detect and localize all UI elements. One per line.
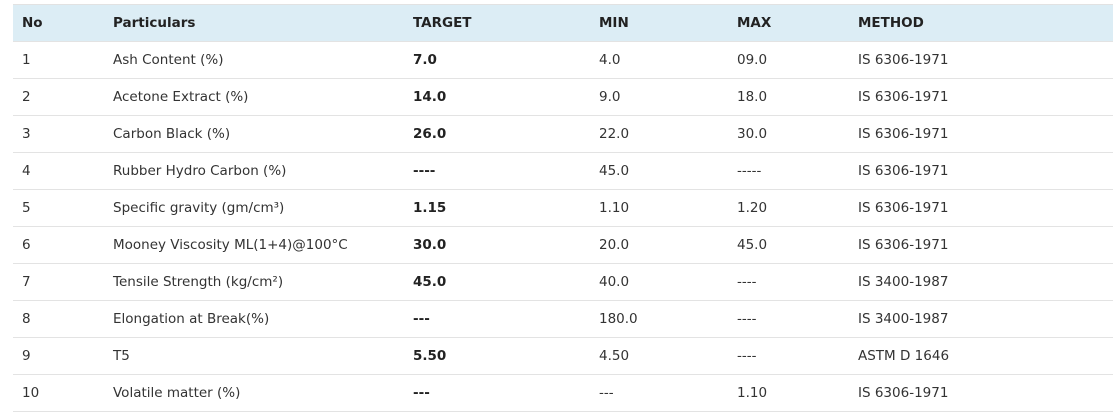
table-cell: ---- (728, 300, 849, 338)
table-cell: IS 3400-1987 (849, 300, 1113, 338)
table-cell: --- (404, 300, 590, 338)
table-row: 3 Carbon Black (%) 26.0 22.0 30.0 IS 6306-197… (13, 115, 1113, 153)
table-cell: IS 6306-1971 (849, 152, 1113, 190)
table-cell: IS 6306-1971 (849, 78, 1113, 116)
header-cell: METHOD (849, 5, 1113, 42)
header-cell: TARGET (404, 5, 590, 42)
table-cell: 09.0 (728, 41, 849, 79)
table-cell: 8 (13, 300, 104, 338)
table-row: 9 T5 5.50 4.50 ---- ASTM D 1646 (13, 337, 1113, 375)
table-row: 1 Ash Content (%) 7.0 4.0 09.0 IS 6306-1971 (13, 41, 1113, 79)
table-cell: 45.0 (728, 226, 849, 264)
table-cell: IS 3400-1987 (849, 263, 1113, 301)
table-cell: 20.0 (590, 226, 728, 264)
table-row: 6 Mooney Viscosity ML(1+4)@100°C 30.0 20.0 4… (13, 226, 1113, 264)
table-cell: 30.0 (404, 226, 590, 264)
header-row: No Particulars TARGET MIN MAX METHOD (13, 5, 1113, 42)
table-cell: IS 6306-1971 (849, 226, 1113, 264)
table-cell: T5 (104, 337, 404, 375)
table-row: 5 Specific gravity (gm/cm³) 1.15 1.10 1.20 IS… (13, 189, 1113, 227)
table-cell: Mooney Viscosity ML(1+4)@100°C (104, 226, 404, 264)
table-cell: 40.0 (590, 263, 728, 301)
table-cell: --- (404, 374, 590, 412)
table-cell: 1.15 (404, 189, 590, 227)
table-cell: Volatile matter (%) (104, 374, 404, 412)
table-cell: IS 6306-1971 (849, 41, 1113, 79)
header-cell: No (13, 5, 104, 42)
table-cell: 5 (13, 189, 104, 227)
table-cell: 5.50 (404, 337, 590, 375)
header-cell: MAX (728, 5, 849, 42)
table-cell: 14.0 (404, 78, 590, 116)
table-cell: 4 (13, 152, 104, 190)
spec-table: No Particulars TARGET MIN MAX METHOD 1 Ash Con… (13, 5, 1113, 412)
table-cell: 22.0 (590, 115, 728, 153)
table-cell: 2 (13, 78, 104, 116)
table-cell: Carbon Black (%) (104, 115, 404, 153)
table-cell: Tensile Strength (kg/cm²) (104, 263, 404, 301)
table-cell: 45.0 (404, 263, 590, 301)
table-cell: IS 6306-1971 (849, 115, 1113, 153)
table-cell: IS 6306-1971 (849, 189, 1113, 227)
table-cell: --- (590, 374, 728, 412)
header-cell: Particulars (104, 5, 404, 42)
table-cell: 18.0 (728, 78, 849, 116)
table-cell: 1.20 (728, 189, 849, 227)
table-cell: 45.0 (590, 152, 728, 190)
table-cell: 4.50 (590, 337, 728, 375)
table-cell: 1.10 (728, 374, 849, 412)
table-cell: IS 6306-1971 (849, 374, 1113, 412)
table-row: 8 Elongation at Break(%) --- 180.0 ---- IS 34… (13, 300, 1113, 338)
table-cell: 7.0 (404, 41, 590, 79)
table-cell: 3 (13, 115, 104, 153)
table-cell: 7 (13, 263, 104, 301)
table-cell: ---- (728, 337, 849, 375)
table-cell: 9.0 (590, 78, 728, 116)
table-row: 4 Rubber Hydro Carbon (%) ---- 45.0 ----- IS … (13, 152, 1113, 190)
table-cell: Acetone Extract (%) (104, 78, 404, 116)
table-cell: 30.0 (728, 115, 849, 153)
header-cell: MIN (590, 5, 728, 42)
table-cell: Specific gravity (gm/cm³) (104, 189, 404, 227)
table-cell: ---- (728, 263, 849, 301)
table-body: 1 Ash Content (%) 7.0 4.0 09.0 IS 6306-1971 2 A… (13, 41, 1113, 412)
table-row: 10 Volatile matter (%) --- --- 1.10 IS 6306-1… (13, 374, 1113, 412)
table-cell: 26.0 (404, 115, 590, 153)
table-container: No Particulars TARGET MIN MAX METHOD 1 Ash Con… (13, 4, 1113, 412)
table-row: 2 Acetone Extract (%) 14.0 9.0 18.0 IS 6306-1… (13, 78, 1113, 116)
table-cell: 6 (13, 226, 104, 264)
table-cell: Elongation at Break(%) (104, 300, 404, 338)
table-cell: Ash Content (%) (104, 41, 404, 79)
table-cell: 180.0 (590, 300, 728, 338)
table-row: 7 Tensile Strength (kg/cm²) 45.0 40.0 ---- IS… (13, 263, 1113, 301)
table-cell: 4.0 (590, 41, 728, 79)
table-cell: 9 (13, 337, 104, 375)
table-cell: 10 (13, 374, 104, 412)
table-cell: ASTM D 1646 (849, 337, 1113, 375)
table-cell: ----- (728, 152, 849, 190)
table-cell: 1.10 (590, 189, 728, 227)
table-cell: ---- (404, 152, 590, 190)
table-cell: 1 (13, 41, 104, 79)
table-cell: Rubber Hydro Carbon (%) (104, 152, 404, 190)
